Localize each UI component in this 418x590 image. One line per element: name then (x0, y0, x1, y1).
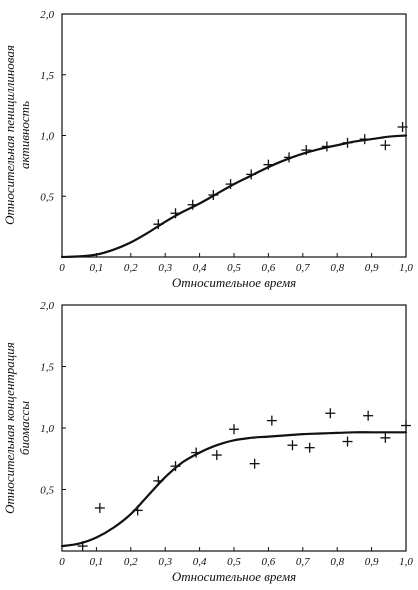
data-points (153, 121, 408, 230)
data-point (187, 199, 198, 210)
x-tick-label: 0,4 (193, 262, 207, 274)
y-axis-ticks: 0,5 1,0 1,5 2,0 (40, 9, 66, 203)
y-axis-label-line-1: Относительная пенициллиновая (2, 45, 17, 225)
data-point (401, 420, 411, 431)
data-point (325, 408, 336, 419)
data-point (94, 502, 105, 513)
x-tick-label: 0,3 (158, 262, 172, 274)
x-tick-label: 0,4 (193, 556, 207, 568)
data-point (342, 137, 353, 148)
x-axis-label: Относительное время (172, 569, 296, 584)
y-tick-label: 1,5 (40, 362, 54, 374)
data-point (397, 121, 408, 132)
data-point (246, 169, 257, 180)
data-point (191, 447, 202, 458)
data-point (77, 541, 88, 552)
y-tick-label: 1,0 (40, 423, 54, 435)
x-tick-label: 0,1 (90, 556, 104, 568)
data-point (380, 140, 391, 151)
biomass-curve (60, 431, 408, 548)
biomass-concentration-chart: 0,5 1,0 1,5 2,0 0 0,1 0,2 0,3 0,4 0,5 0,6 0,7 0,8 0,… (2, 300, 413, 584)
x-tick-label: 0,7 (296, 262, 310, 274)
data-point (170, 461, 181, 472)
x-tick-label: 0 (59, 262, 65, 274)
y-axis-label: Относительная концентрация биомассы (2, 342, 32, 514)
y-tick-label: 0,5 (40, 485, 54, 497)
x-tick-label: 1,0 (399, 262, 413, 274)
x-tick-label: 0,2 (124, 556, 138, 568)
x-tick-label: 0,8 (330, 556, 344, 568)
plot-frame (61, 13, 407, 258)
x-tick-label: 0,2 (124, 262, 138, 274)
data-point (321, 141, 332, 152)
data-point (153, 219, 164, 230)
x-tick-label: 0,9 (365, 556, 379, 568)
x-tick-label: 0,5 (227, 262, 241, 274)
activity-curve (60, 134, 408, 259)
x-tick-label: 0,5 (227, 556, 241, 568)
x-tick-label: 0,6 (262, 262, 276, 274)
y-axis-label-line-2: биомассы (17, 401, 32, 455)
data-point (380, 432, 391, 443)
y-tick-label: 2,0 (40, 9, 54, 21)
y-tick-label: 0,5 (40, 191, 54, 203)
data-point (153, 475, 164, 486)
data-point (211, 450, 222, 461)
data-point (363, 410, 374, 421)
data-point (249, 458, 260, 469)
x-tick-label: 0,9 (365, 262, 379, 274)
data-point (359, 134, 370, 145)
data-point (263, 159, 274, 170)
data-point (208, 190, 219, 201)
x-tick-label: 0 (59, 556, 65, 568)
data-points (77, 408, 411, 552)
data-point (266, 415, 277, 426)
x-axis-ticks: 0 0,1 0,2 0,3 0,4 0,5 0,6 0,7 0,8 0,9 1,0 (59, 547, 413, 568)
x-tick-label: 0,7 (296, 556, 310, 568)
data-point (301, 145, 312, 156)
data-point (170, 208, 181, 219)
data-point (287, 440, 298, 451)
y-axis-label-line-2: активность (17, 101, 32, 169)
x-tick-label: 0,3 (158, 556, 172, 568)
x-tick-label: 1,0 (399, 556, 413, 568)
x-tick-label: 0,6 (262, 556, 276, 568)
data-point (132, 505, 143, 516)
y-tick-label: 1,5 (40, 70, 54, 82)
y-axis-label: Относительная пенициллиновая активность (2, 45, 32, 225)
data-point (342, 436, 353, 447)
y-axis-ticks: 0,5 1,0 1,5 2,0 (40, 300, 66, 497)
data-point (284, 152, 295, 163)
x-tick-label: 0,8 (330, 262, 344, 274)
data-point (229, 424, 239, 435)
y-tick-label: 1,0 (40, 131, 54, 143)
penicillin-activity-chart: 0,5 1,0 1,5 2,0 0 0,1 0,2 0,3 0,4 0,5 0,6 0,7 0,8 0,… (2, 9, 413, 290)
x-axis-label: Относительное время (172, 275, 296, 290)
data-point (225, 179, 236, 190)
data-point (304, 442, 315, 453)
x-axis-ticks: 0 0,1 0,2 0,3 0,4 0,5 0,6 0,7 0,8 0,9 1,0 (59, 253, 413, 274)
y-axis-label-line-1: Относительная концентрация (2, 342, 17, 514)
y-tick-label: 2,0 (40, 300, 54, 312)
x-tick-label: 0,1 (90, 262, 104, 274)
